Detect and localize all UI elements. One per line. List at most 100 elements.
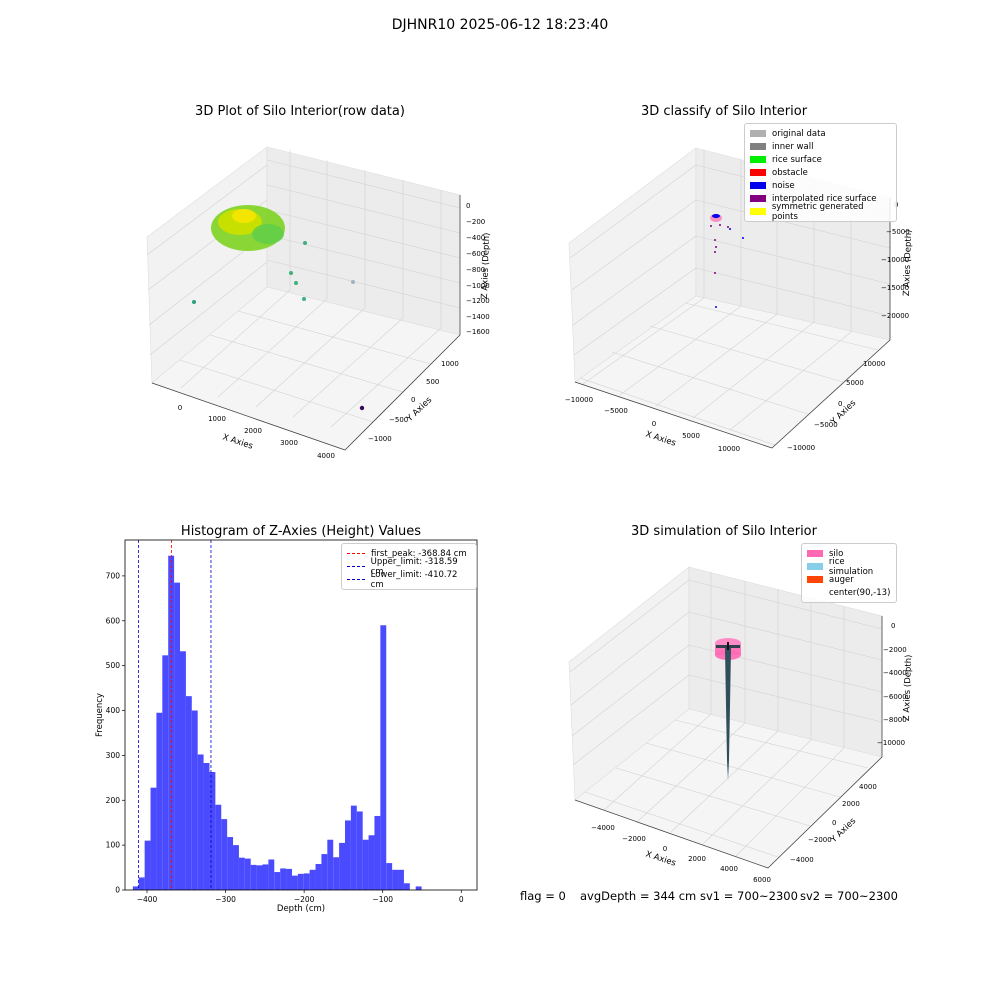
legend-label: Lower_limit: -410.72 cm bbox=[370, 569, 458, 590]
plot2-ytick-labels: −10000 −5000 0 5000 10000 bbox=[787, 360, 885, 452]
plot3-ytick: −2000 bbox=[808, 836, 832, 844]
plot3-xtick: 4000 bbox=[720, 865, 738, 873]
plot3-ytick-labels: −4000 −2000 0 2000 4000 bbox=[790, 783, 877, 864]
histogram-bar bbox=[350, 805, 357, 890]
histogram-bars bbox=[132, 555, 422, 890]
plot2-xlabel: X Axies bbox=[644, 429, 677, 448]
plot2-xtick: 5000 bbox=[682, 432, 700, 440]
plot2-xtick: −5000 bbox=[604, 407, 628, 415]
legend-item: silo bbox=[807, 547, 891, 560]
legend-item: symmetric generated points bbox=[750, 202, 891, 222]
plot2-xtick: −10000 bbox=[565, 396, 593, 404]
plot2-xtick: 10000 bbox=[718, 445, 740, 453]
plot3-ztick: −8000 bbox=[883, 716, 907, 724]
plot1-xtick: 2000 bbox=[244, 427, 262, 435]
plot1-xtick: 4000 bbox=[317, 452, 335, 460]
plot1-ytick: 0 bbox=[411, 396, 415, 404]
plot2-classified-points bbox=[710, 214, 744, 308]
status-avg-depth: avgDepth = 344 cm bbox=[580, 889, 697, 903]
histogram-bar bbox=[215, 804, 222, 890]
plot2-xtick-labels: −10000 −5000 0 5000 10000 bbox=[565, 396, 740, 453]
legend-swatch bbox=[750, 143, 766, 150]
histogram-xtick-label: 0 bbox=[459, 895, 464, 904]
histogram-bar bbox=[144, 840, 151, 890]
histogram-ytick-label: 0 bbox=[115, 886, 120, 895]
histogram-bar bbox=[415, 886, 422, 890]
legend-swatch bbox=[750, 169, 766, 176]
histogram-bar bbox=[368, 835, 375, 890]
histogram-yticks: 0 100 200 300 400 500 600 700 bbox=[106, 571, 125, 895]
histogram-bar bbox=[356, 811, 363, 890]
histogram-bar bbox=[209, 771, 216, 890]
histogram-bar bbox=[374, 815, 381, 890]
legend-item: interpolated rice surface bbox=[750, 192, 891, 205]
plot3-ytick: 4000 bbox=[859, 783, 877, 791]
legend-label: inner wall bbox=[772, 141, 814, 152]
histogram-xticks: −400 −300 −200 −100 0 bbox=[137, 890, 464, 904]
legend-item: Lower_limit: -410.72 cm bbox=[347, 570, 471, 590]
histogram-bar bbox=[362, 839, 369, 890]
legend-item: first_peak: -368.84 cm bbox=[347, 547, 471, 560]
plot2-zlabel: Z Axies (Depth) bbox=[902, 229, 914, 296]
legend-item: rice simulation bbox=[807, 557, 891, 577]
plot1-ytick-labels: −1000 −500 0 500 1000 bbox=[368, 360, 459, 443]
plot1-ztick-labels: 0 −200 −400 −600 −800 −1000 −1200 −1400 … bbox=[466, 202, 490, 336]
legend-label: symmetric generated points bbox=[771, 201, 864, 222]
plot1-ytick: −1000 bbox=[368, 435, 392, 443]
histogram-bar bbox=[403, 883, 410, 890]
plot3-axes-3d: −4000 −2000 0 2000 4000 6000 −4000 −2000… bbox=[568, 566, 914, 884]
legend-label: Upper_limit: -318.59 cm bbox=[370, 556, 458, 577]
histogram-bar bbox=[327, 839, 334, 890]
legend-line bbox=[347, 553, 365, 554]
histogram-bar bbox=[221, 819, 228, 890]
legend-label: rice surface bbox=[772, 154, 822, 165]
plot2-ytick: 10000 bbox=[863, 360, 885, 368]
plot1-ytick: 1000 bbox=[441, 360, 459, 368]
histogram-bar bbox=[233, 845, 239, 890]
histogram-bar bbox=[262, 864, 269, 890]
legend-label: center(90,-13) bbox=[829, 587, 891, 598]
histogram-bar bbox=[185, 696, 192, 890]
figure-suptitle: DJHNR10 2025-06-12 18:23:40 bbox=[391, 17, 609, 33]
histogram-ytick-label: 200 bbox=[106, 796, 121, 805]
histogram-bar bbox=[333, 857, 340, 890]
plot3-xtick: −4000 bbox=[591, 824, 615, 832]
histogram-bar bbox=[274, 872, 281, 890]
legend-item: Upper_limit: -318.59 cm bbox=[347, 557, 471, 577]
histogram-xlabel: Depth (cm) bbox=[277, 904, 325, 914]
plot2-ztick: −5000 bbox=[886, 228, 910, 236]
histogram-ytick-label: 500 bbox=[106, 661, 121, 670]
histogram-bar bbox=[321, 854, 328, 890]
histogram-ytick-label: 300 bbox=[106, 751, 121, 760]
histogram-legend: first_peak: -368.84 cm Upper_limit: -318… bbox=[341, 543, 477, 590]
plot2-ytick: 0 bbox=[838, 400, 842, 408]
plot1-ytick: −500 bbox=[389, 416, 408, 424]
plot1-xtick: 0 bbox=[178, 404, 182, 412]
plot2-legend: original data inner wall rice surface ob… bbox=[744, 123, 897, 222]
legend-item: center(90,-13) bbox=[807, 586, 891, 599]
histogram-xtick-label: −300 bbox=[215, 895, 236, 904]
histogram-bar bbox=[150, 787, 157, 890]
legend-swatch bbox=[807, 550, 823, 557]
plot1-xtick-labels: 0 1000 2000 3000 4000 bbox=[178, 404, 335, 460]
histogram-bar bbox=[280, 868, 287, 890]
status-sv1: sv1 = 700~2300 bbox=[700, 889, 798, 903]
histogram-bar bbox=[162, 655, 169, 890]
histogram-bar bbox=[286, 868, 292, 890]
plot3-ztick-labels: 0 −2000 −4000 −6000 −8000 −10000 bbox=[877, 622, 907, 747]
plot1-ztick: −1600 bbox=[466, 328, 490, 336]
legend-swatch bbox=[750, 130, 766, 137]
histogram-bar bbox=[386, 863, 393, 890]
histogram-bar bbox=[238, 857, 245, 890]
legend-label: obstacle bbox=[772, 167, 808, 178]
histogram-ylabel: Frequency bbox=[95, 693, 105, 737]
legend-item: noise bbox=[750, 179, 891, 192]
histogram-bar bbox=[138, 877, 145, 890]
histogram-bar bbox=[256, 865, 263, 890]
histogram-bar bbox=[174, 582, 180, 890]
histogram-bar bbox=[392, 869, 399, 890]
plot3-ztick: −4000 bbox=[883, 669, 907, 677]
plot3-xtick: −2000 bbox=[622, 835, 646, 843]
histogram-bar bbox=[345, 820, 351, 890]
